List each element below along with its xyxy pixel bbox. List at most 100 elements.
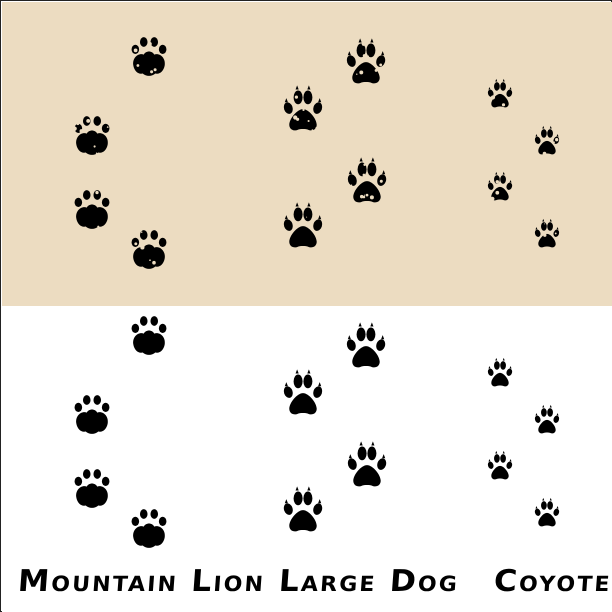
claw-mark [295,202,299,207]
toe [131,323,140,333]
claw-mark [509,86,512,90]
toe [158,44,167,54]
claw-mark [307,486,311,491]
toe [506,89,513,97]
toe [366,43,376,58]
claw-mark [359,441,363,446]
paw-pad [353,181,381,203]
toe [293,90,303,105]
claw-mark [307,202,311,207]
claw-mark [542,404,545,408]
toe [131,237,140,247]
claw-mark [318,499,322,504]
toe [293,491,303,506]
claw-mark [295,486,299,491]
toe [293,207,303,222]
clean-prints-svg [74,316,560,548]
toe [487,182,494,190]
toe [74,402,83,412]
toe [357,446,367,461]
claw-mark [318,215,322,220]
toe [541,129,547,138]
claw-mark [488,86,491,90]
claw-mark [307,369,311,374]
lion-paw-print [74,190,110,229]
toe [313,219,323,231]
claw-mark [295,85,299,90]
claw-mark [556,133,559,137]
toe [283,102,293,114]
toe [356,43,366,58]
toe [553,415,560,423]
paw-pad [538,512,556,527]
toe [303,207,313,222]
paw-pad [76,409,108,434]
lion-paw-print [74,395,110,434]
claw-mark [318,98,322,103]
toe [303,491,313,506]
toe [506,368,513,376]
toe [74,476,83,486]
coyote-paw-print [487,78,513,108]
toe [547,222,553,231]
coyote-paw-print [487,450,513,480]
toe [150,37,159,47]
claw-mark [502,171,505,175]
claw-mark [381,51,385,56]
lion-paw-print [131,509,167,548]
paw-pad [491,186,509,201]
toe [74,197,83,207]
clean-prints-panel [2,306,612,612]
toe [101,402,110,412]
grunge-prints-svg [74,37,560,269]
toe [553,136,560,144]
paw-pad [538,140,556,155]
toe [500,361,506,370]
toe [541,222,547,231]
claw-mark [509,179,512,183]
label-mountain-lion: Mountain Lion [16,564,267,599]
toe [346,55,356,67]
dog-track-clean [283,322,387,532]
toe [494,361,500,370]
lion-track-grunge [74,37,167,269]
claw-mark [549,497,552,501]
coyote-paw-print [534,404,560,434]
toe [500,454,506,463]
dog-paw-print [347,157,387,203]
toe [541,408,547,417]
coyote-paw-print [534,125,560,155]
claw-mark [295,369,299,374]
claw-mark [542,497,545,501]
lion-paw-print [131,37,167,76]
toe [367,446,377,461]
toe [158,323,167,333]
claw-mark [371,441,375,446]
toe [283,503,293,515]
paw-pad [289,109,317,131]
dog-paw-print [346,322,386,368]
paw-pad [538,233,556,248]
claw-mark [371,157,375,162]
coyote-paw-print [534,497,560,527]
lion-paw-print [131,230,167,269]
toe [376,55,386,67]
coyote-paw-print [487,357,513,387]
toe [553,229,560,237]
lion-track-clean [74,316,167,548]
toe [293,374,303,389]
claw-mark [495,357,498,361]
toe [346,339,356,351]
dog-paw-print [283,486,323,532]
claw-mark [549,125,552,129]
lion-paw-print [74,469,110,508]
toe [93,190,102,200]
claw-mark [347,51,351,56]
claw-mark [549,218,552,222]
dog-paw-print [346,38,386,84]
toe [366,327,376,342]
toe [82,469,91,479]
paw-pad [289,510,317,532]
toe [534,229,541,237]
toe [93,469,102,479]
